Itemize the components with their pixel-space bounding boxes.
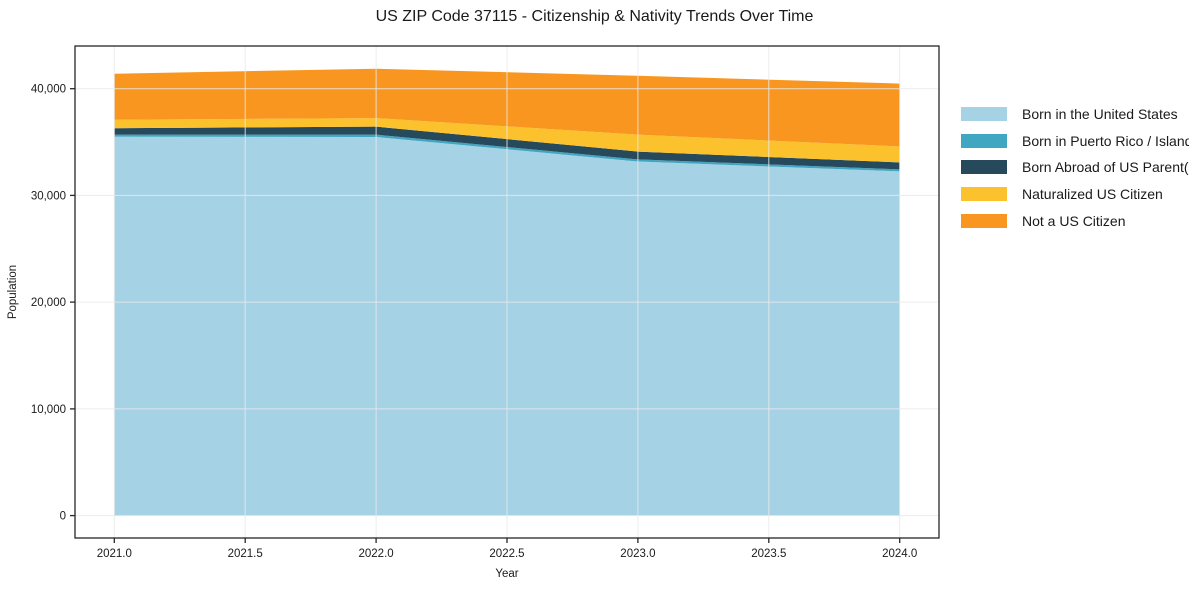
x-tick-label: 2021.5 [228,548,263,560]
x-tick-label: 2023.0 [620,548,655,560]
y-tick-label: 0 [60,511,66,523]
gridlines [75,46,939,538]
legend-swatch-naturalized [961,187,1007,202]
legend-swatch-born-abroad [961,160,1007,175]
x-tick-label: 2022.5 [489,548,524,560]
y-tick-label: 40,000 [31,84,66,96]
legend-swatch-not-citizen [961,213,1007,228]
y-axis-label: Population [7,265,19,319]
x-tick-label: 2021.0 [97,548,132,560]
legend-label: Not a US Citizen [1022,212,1126,229]
legend-item-born-us: Born in the United States [961,101,1189,128]
legend-item-puerto-rico: Born in Puerto Rico / Islands [961,128,1189,155]
legend-label: Born Abroad of US Parent(s) [1022,159,1189,176]
y-tick-label: 10,000 [31,404,66,416]
x-tick-label: 2023.5 [751,548,786,560]
legend-swatch-puerto-rico [961,133,1007,148]
area-born-abroad-of-us-parent-s [114,126,900,170]
legend: Born in the United States Born in Puerto… [961,101,1189,234]
legend-label: Born in Puerto Rico / Islands [1022,132,1189,149]
x-tick-label: 2022.0 [359,548,394,560]
area-naturalized-us-citizen [114,118,900,163]
legend-item-not-citizen: Not a US Citizen [961,207,1189,234]
x-axis-label: Year [495,568,518,580]
x-tick-label: 2024.0 [882,548,917,560]
legend-item-naturalized: Naturalized US Citizen [961,181,1189,208]
area-born-in-puerto-rico-islands [114,134,900,172]
y-tick-label: 20,000 [31,297,66,309]
legend-label: Born in the United States [1022,106,1178,123]
legend-item-born-abroad: Born Abroad of US Parent(s) [961,154,1189,181]
y-tick-label: 30,000 [31,190,66,202]
legend-label: Naturalized US Citizen [1022,186,1163,203]
axis-ticks: 0 10,000 20,000 30,000 40,000 2021.0 2021.5 202… [31,84,917,560]
legend-swatch-born-us [961,107,1007,122]
chart-title: US ZIP Code 37115 - Citizenship & Nativi… [375,8,814,25]
